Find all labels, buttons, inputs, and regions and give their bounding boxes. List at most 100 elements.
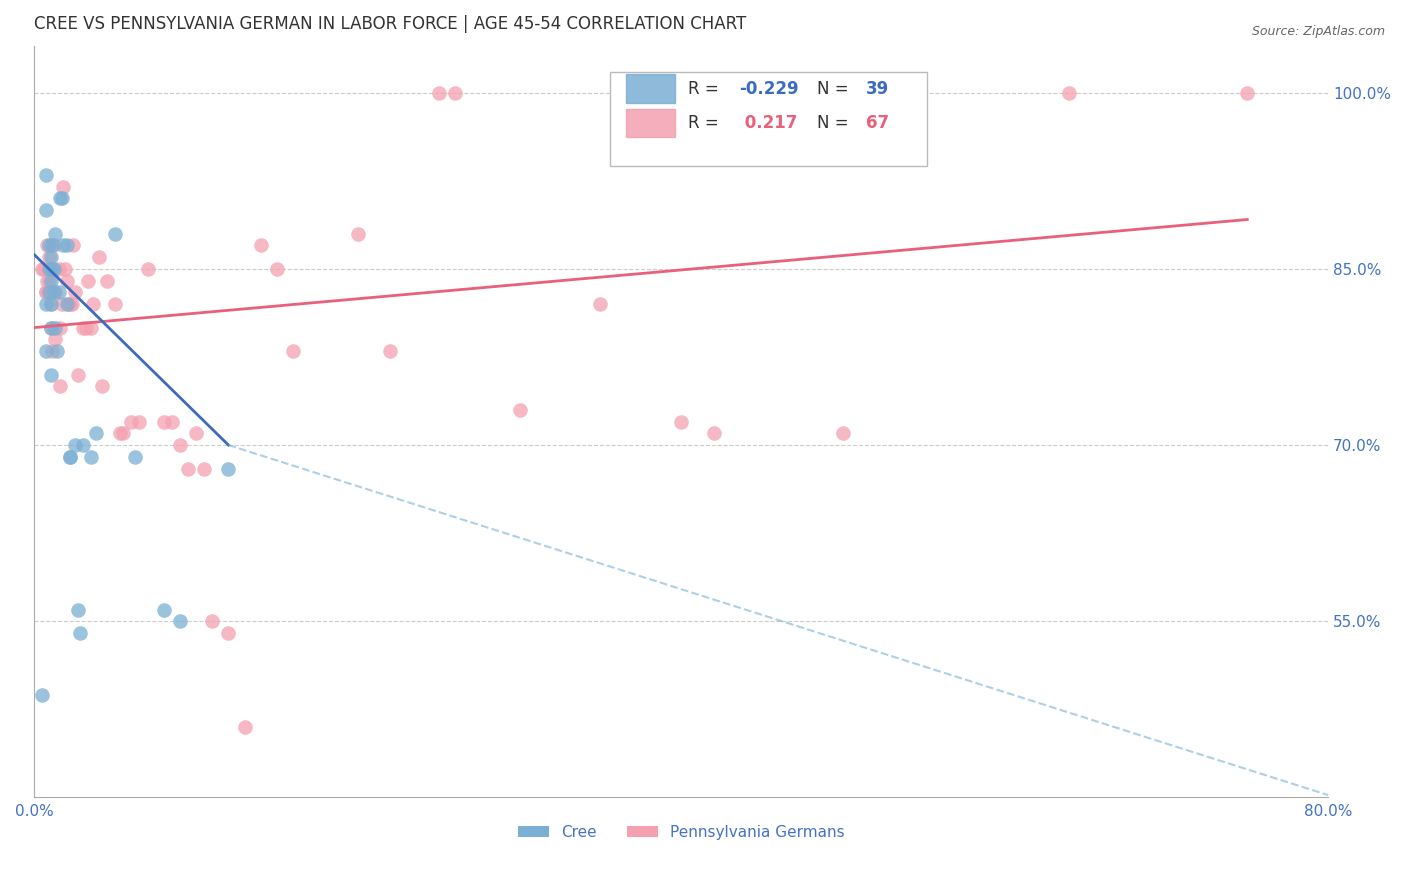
Point: [59, 297, 82, 311]
Point: [51, 297, 73, 311]
Point: [55, 297, 77, 311]
Point: [44, 320, 66, 334]
Point: [120, 415, 142, 429]
Bar: [626, 109, 675, 137]
Point: [281, 344, 304, 359]
Point: [152, 602, 174, 616]
Point: [87, 250, 110, 264]
Point: [124, 450, 146, 464]
Point: [427, 86, 450, 100]
Point: [35, 285, 58, 300]
Point: [46, 344, 69, 359]
Point: [378, 344, 401, 359]
Text: 39: 39: [866, 79, 890, 97]
Point: [51, 191, 73, 205]
Point: [72, 438, 94, 452]
Point: [39, 274, 62, 288]
Point: [32, 261, 55, 276]
Point: [60, 297, 83, 311]
Point: [41, 261, 63, 276]
Point: [112, 426, 135, 441]
Point: [38, 250, 60, 264]
Point: [346, 227, 368, 241]
Point: [128, 415, 150, 429]
Point: [184, 426, 207, 441]
Point: [31, 688, 53, 702]
Point: [266, 261, 288, 276]
Point: [39, 250, 62, 264]
Point: [69, 626, 91, 640]
Point: [832, 426, 855, 441]
Point: [169, 438, 191, 452]
Point: [59, 450, 82, 464]
Point: [444, 86, 467, 100]
Point: [671, 415, 693, 429]
Text: Source: ZipAtlas.com: Source: ZipAtlas.com: [1251, 25, 1385, 38]
Text: N =: N =: [817, 114, 853, 132]
Point: [67, 368, 90, 382]
Text: R =: R =: [688, 114, 724, 132]
Point: [82, 297, 104, 311]
Text: -0.229: -0.229: [740, 79, 799, 97]
Point: [55, 274, 77, 288]
Point: [38, 274, 60, 288]
Point: [63, 285, 86, 300]
FancyBboxPatch shape: [610, 72, 927, 166]
Point: [96, 274, 118, 288]
Point: [80, 320, 103, 334]
Point: [44, 285, 66, 300]
Point: [35, 168, 58, 182]
Point: [703, 426, 725, 441]
Point: [53, 261, 76, 276]
Point: [35, 297, 58, 311]
Point: [58, 297, 80, 311]
Point: [201, 614, 224, 628]
Point: [37, 238, 59, 252]
Bar: [626, 74, 675, 103]
Point: [52, 238, 75, 252]
Point: [160, 415, 183, 429]
Point: [49, 320, 72, 334]
Point: [41, 344, 63, 359]
Point: [80, 450, 103, 464]
Point: [104, 297, 127, 311]
Point: [48, 285, 70, 300]
Point: [75, 320, 97, 334]
Point: [31, 261, 53, 276]
Point: [169, 614, 191, 628]
Point: [104, 227, 127, 241]
Point: [42, 261, 65, 276]
Point: [136, 261, 159, 276]
Point: [233, 720, 256, 734]
Point: [39, 297, 62, 311]
Point: [39, 297, 62, 311]
Point: [589, 297, 612, 311]
Point: [108, 426, 131, 441]
Point: [177, 461, 200, 475]
Point: [42, 285, 65, 300]
Point: [41, 238, 63, 252]
Point: [84, 426, 107, 441]
Text: N =: N =: [817, 79, 853, 97]
Point: [38, 238, 60, 252]
Legend: Cree, Pennsylvania Germans: Cree, Pennsylvania Germans: [512, 819, 851, 847]
Point: [37, 274, 59, 288]
Point: [35, 344, 58, 359]
Point: [62, 238, 84, 252]
Point: [509, 402, 531, 417]
Point: [39, 320, 62, 334]
Point: [39, 285, 62, 300]
Point: [63, 438, 86, 452]
Point: [76, 274, 98, 288]
Point: [39, 368, 62, 382]
Point: [217, 626, 239, 640]
Point: [1236, 86, 1258, 100]
Point: [249, 238, 271, 252]
Point: [42, 238, 65, 252]
Point: [38, 261, 60, 276]
Point: [49, 191, 72, 205]
Point: [55, 238, 77, 252]
Point: [67, 602, 90, 616]
Point: [91, 379, 114, 393]
Point: [44, 332, 66, 346]
